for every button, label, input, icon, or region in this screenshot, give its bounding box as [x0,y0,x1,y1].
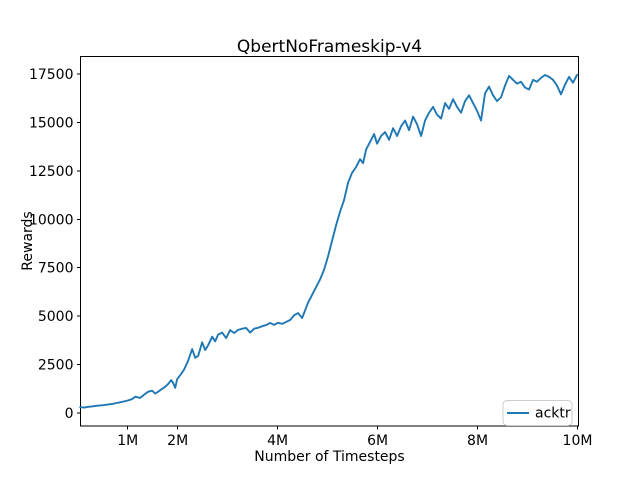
plot-frame [80,56,579,427]
axes: 1M 2M 4M 6M 8M 10M 0 2500 5000 7500 10000 12500 1500… [29,67,593,449]
legend: acktr [502,400,573,426]
y-tick-label: 10000 [29,212,74,228]
y-tick-label: 17500 [29,67,74,83]
x-tick-label: 6M [367,433,388,449]
y-tick-label: 0 [65,406,74,422]
y-tick-label: 5000 [38,309,74,325]
acktr-series-line [79,74,578,409]
chart-title: QbertNoFrameskip-v4 [237,37,422,57]
y-tick-label: 12500 [29,164,74,180]
y-tick-label: 15000 [29,115,74,131]
x-tick-label: 10M [563,433,593,449]
x-axis-label: Number of Timesteps [254,449,404,465]
y-tick-label: 2500 [38,358,74,374]
x-tick-label: 1M [117,433,138,449]
y-axis-label: Rewards [20,211,36,270]
y-tick-label: 7500 [38,261,74,277]
x-tick-label: 4M [267,433,288,449]
legend-frame [502,400,573,426]
x-tick-label: 2M [167,433,188,449]
x-tick-label: 8M [467,433,488,449]
legend-label: acktr [535,406,571,422]
